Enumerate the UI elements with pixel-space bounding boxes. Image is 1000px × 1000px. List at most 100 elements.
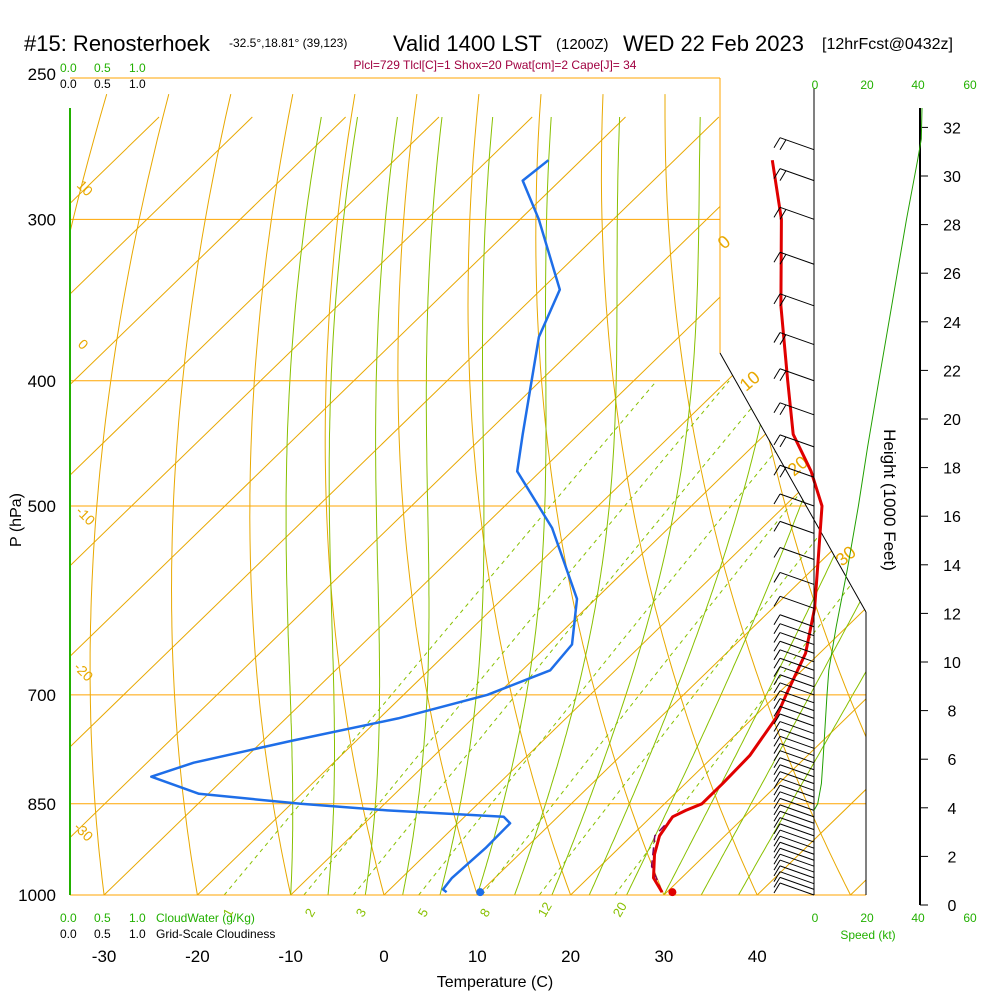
height-tick-label: 18	[943, 461, 961, 478]
wind-barb	[773, 547, 815, 560]
wind-barb	[773, 791, 815, 805]
wind-barb-flag	[773, 823, 781, 835]
wind-barb-shaft	[779, 698, 815, 712]
wind-barb	[773, 823, 815, 837]
temperature-tick-label: 0	[379, 947, 388, 966]
wind-barb	[773, 721, 815, 735]
wind-barb	[773, 797, 815, 811]
height-tick-label: 12	[943, 606, 961, 623]
wind-barb-shaft	[779, 657, 815, 671]
wind-barb-flag	[773, 623, 781, 634]
wind-barb-shaft	[779, 797, 815, 811]
cloudiness-label: Grid-Scale Cloudiness	[156, 927, 275, 941]
wind-barb	[773, 876, 815, 890]
wind-barb-shaft	[779, 817, 815, 831]
speed-axis-label: Speed (kt)	[840, 928, 895, 942]
speed-tick-top: 20	[860, 78, 874, 92]
wind-barb	[773, 632, 815, 646]
wind-barb-flag	[773, 778, 781, 789]
wind-barb	[773, 571, 815, 585]
wind-barb-shaft	[779, 571, 815, 585]
height-tick-label: 32	[943, 120, 961, 137]
wind-barb-flag	[773, 547, 781, 558]
wind-barb	[773, 829, 815, 843]
wind-barb-flag	[773, 817, 781, 828]
wind-barb-flag	[773, 713, 781, 725]
height-tick-label: 2	[948, 849, 957, 866]
frame-diagonal	[719, 352, 867, 613]
dry-adiabat	[467, 94, 572, 895]
wind-barb-shaft	[779, 206, 815, 220]
moist-adiabat	[514, 116, 621, 895]
wind-barb	[773, 674, 815, 688]
wind-barb	[773, 293, 815, 307]
height-tick-label: 10	[943, 655, 961, 672]
mixing-ratio-line	[223, 380, 658, 895]
wind-barb	[773, 777, 815, 791]
cloudiness-top-tick: 0.0	[60, 77, 77, 91]
wind-barb-flag	[779, 295, 787, 307]
wind-barb	[773, 332, 815, 346]
temperature-tick-label: 40	[748, 947, 767, 966]
speed-tick-top: 40	[911, 78, 925, 92]
wind-barb	[773, 871, 815, 885]
temperature-profile	[652, 159, 824, 893]
wind-barb-flag	[779, 436, 787, 448]
height-tick-label: 28	[943, 218, 961, 235]
wind-barb-shaft	[779, 721, 815, 735]
wind-barb	[773, 434, 815, 448]
wind-barb-flag	[773, 596, 781, 607]
wind-barb-flag	[773, 804, 781, 816]
height-tick-label: 16	[943, 509, 961, 526]
wind-barb-flag	[773, 798, 781, 809]
wind-barb-shaft	[779, 823, 815, 837]
moist-adiabat-label: 20	[610, 899, 630, 919]
wind-barb-flag	[773, 464, 781, 476]
speed-tick-bottom: 0	[812, 911, 819, 925]
wind-barb	[773, 464, 815, 478]
moist-adiabat	[551, 116, 701, 895]
wind-barb-flag	[779, 253, 787, 265]
wind-barb-flag	[773, 871, 781, 882]
mixing-ratio-line	[353, 380, 775, 895]
cloudiness-tick: 0.0	[60, 927, 77, 941]
moist-adiabat	[738, 116, 866, 895]
wind-barb	[773, 614, 815, 628]
cloudwater-top-tick: 0.5	[94, 61, 111, 75]
wind-barb-shaft	[779, 682, 815, 696]
wind-barb-shaft	[779, 690, 815, 704]
wind-barb-flag	[773, 293, 781, 305]
wind-barb-shaft	[779, 402, 815, 416]
dry-adiabat	[913, 94, 1000, 895]
speed-tick-bottom: 20	[860, 911, 874, 925]
wind-barb-flag	[773, 640, 781, 652]
wind-barb	[773, 835, 815, 849]
mixing-ratio-label: 5	[415, 906, 432, 920]
wind-barb	[773, 882, 815, 896]
speed-tick-bottom: 60	[963, 911, 977, 925]
wind-barb	[773, 817, 815, 831]
temperature-tick-label: -30	[92, 947, 117, 966]
wind-barb-flag	[773, 649, 781, 661]
pressure-tick-label: 300	[28, 210, 56, 229]
height-tick-label: 14	[943, 558, 961, 575]
wind-barb	[773, 168, 815, 182]
wind-barb-flag	[773, 743, 781, 754]
cloudiness-tick: 1.0	[129, 927, 146, 941]
isotherm	[850, 116, 866, 895]
wind-barb-flag	[773, 368, 781, 380]
wind-barb-flag	[773, 859, 781, 871]
wind-barb	[773, 750, 815, 764]
wind-barb-shaft	[779, 649, 815, 663]
speed-tick-top: 0	[812, 78, 819, 92]
wind-barb-shaft	[779, 791, 815, 805]
wind-barb-flag	[779, 334, 787, 345]
wind-barb-flag	[773, 493, 781, 505]
height-tick-label: 6	[948, 752, 957, 769]
wind-barb-flag	[773, 784, 781, 796]
wind-barb	[773, 757, 815, 771]
wind-barb	[773, 666, 815, 680]
wind-barb	[773, 640, 815, 654]
cloudwater-tick: 1.0	[129, 911, 146, 925]
wind-barb	[773, 804, 815, 818]
